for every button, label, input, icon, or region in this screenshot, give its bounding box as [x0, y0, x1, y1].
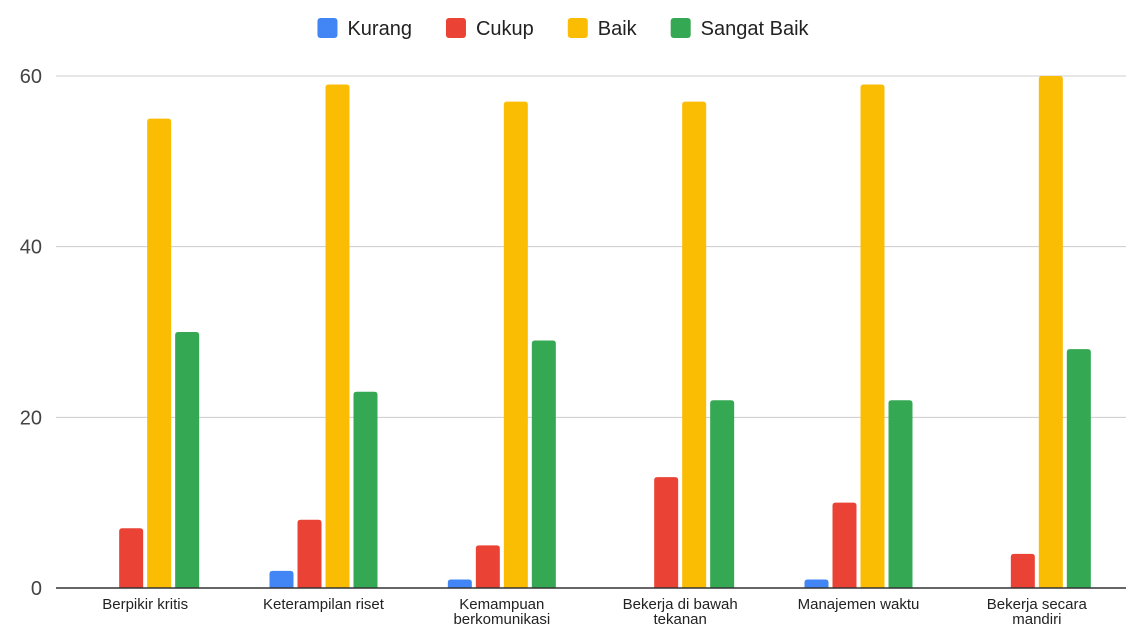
- bar-baik: [325, 84, 350, 589]
- legend-swatch: [567, 18, 588, 38]
- y-tick-label: 40: [20, 237, 42, 259]
- bar-baik: [503, 101, 528, 588]
- bar-sangat-baik: [531, 340, 556, 588]
- x-tick-label: Bekerja di bawah tekanan: [623, 596, 738, 628]
- legend-swatch: [445, 18, 466, 38]
- x-tick-label-line: Berpikir kritis: [102, 596, 188, 613]
- bar-cukup: [654, 477, 679, 588]
- bar-baik: [147, 118, 172, 589]
- bar-cukup: [297, 519, 322, 588]
- y-tick-label: 60: [20, 66, 42, 88]
- bar-baik: [860, 84, 885, 589]
- bar-sangat-baik: [353, 391, 378, 588]
- x-tick-label: Berpikir kritis: [102, 596, 188, 613]
- legend-swatch: [317, 18, 338, 38]
- bar-baik: [1038, 76, 1063, 588]
- grid: [56, 75, 1126, 418]
- bar-kurang: [269, 570, 294, 588]
- bar-cukup: [119, 528, 144, 588]
- x-tick-label-line: Manajemen waktu: [798, 596, 920, 613]
- x-tick-label-line: Bekerja di bawah: [623, 596, 738, 613]
- x-tick-label: Bekerja secara mandiri: [987, 596, 1088, 628]
- legend-label: Baik: [598, 18, 638, 40]
- bar-sangat-baik: [175, 332, 200, 588]
- bar-kurang: [804, 579, 829, 588]
- x-tick-label-line: Kemampuan: [459, 596, 544, 613]
- bar-baik: [682, 101, 707, 588]
- x-tick-label-line: Bekerja secara: [987, 596, 1088, 613]
- legend-label: Cukup: [476, 18, 534, 40]
- y-tick-label: 0: [31, 578, 42, 600]
- bar-cukup: [832, 502, 857, 588]
- x-tick-label: Manajemen waktu: [798, 596, 920, 613]
- x-tick-label: Kemampuan berkomunikasi: [453, 596, 550, 628]
- legend-swatch: [670, 18, 691, 38]
- bar-sangat-baik: [888, 400, 913, 588]
- bar-kurang: [447, 579, 472, 588]
- legend: Kurang Cukup Baik Sangat Baik: [317, 18, 810, 40]
- x-tick-label-line: Keterampilan riset: [263, 596, 385, 613]
- bars: [119, 76, 1091, 589]
- x-tick-label-line: tekanan: [653, 611, 706, 628]
- bar-cukup: [475, 545, 500, 588]
- x-tick-label-line: mandiri: [1012, 611, 1061, 628]
- legend-label: Sangat Baik: [701, 18, 810, 40]
- x-tick-label-line: berkomunikasi: [453, 611, 550, 628]
- bar-sangat-baik: [1066, 349, 1091, 588]
- y-axis: 0 20 40 60: [20, 66, 42, 600]
- y-tick-label: 20: [20, 407, 42, 429]
- x-tick-label: Keterampilan riset: [263, 596, 385, 613]
- bar-cukup: [1010, 553, 1035, 588]
- legend-label: Kurang: [347, 18, 412, 40]
- x-axis: Berpikir kritis Keterampilan riset Kemampu…: [56, 587, 1126, 628]
- bar-sangat-baik: [710, 400, 735, 588]
